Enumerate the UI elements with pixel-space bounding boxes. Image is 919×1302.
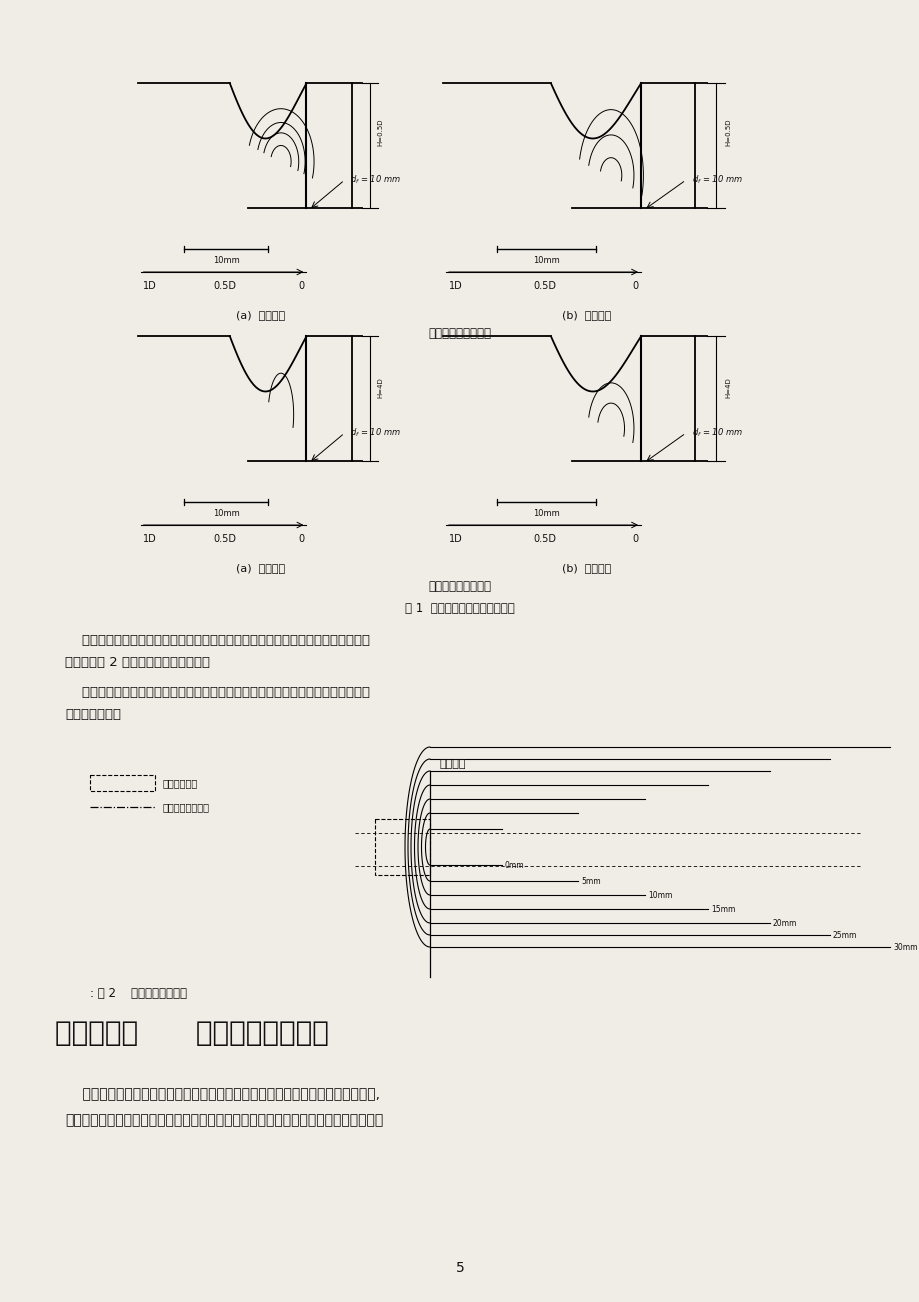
Text: 1D: 1D	[143, 281, 157, 292]
Text: 施工要点二      稳定掌子面的方法: 施工要点二 稳定掌子面的方法	[55, 1019, 328, 1047]
Text: $d_f$ = 10 mm: $d_f$ = 10 mm	[349, 173, 401, 186]
Text: 0: 0	[298, 281, 304, 292]
Text: 0mm: 0mm	[505, 861, 524, 870]
Text: 20mm: 20mm	[772, 918, 797, 927]
Text: 0.5D: 0.5D	[213, 534, 236, 544]
Text: (b)  下半底削: (b) 下半底削	[562, 562, 611, 573]
Text: 1D: 1D	[448, 281, 462, 292]
Text: 10mm: 10mm	[212, 256, 239, 264]
Text: H=4D: H=4D	[724, 378, 731, 398]
Text: 10mm: 10mm	[532, 509, 560, 518]
Text: : 图 2    抽表下沉与抽表开: : 图 2 抽表下沉与抽表开	[90, 987, 187, 1000]
Text: 上半切削: 上半切削	[439, 759, 466, 769]
Text: 0: 0	[631, 534, 638, 544]
Text: H=0.5D: H=0.5D	[377, 118, 383, 146]
Text: トンネル位置: トンネル位置	[163, 779, 198, 788]
Text: H=0.5D: H=0.5D	[724, 118, 731, 146]
Text: 15mm: 15mm	[710, 905, 734, 914]
Text: (a)  上半底削: (a) 上半底削	[235, 562, 285, 573]
Text: $d_f$ = 10 mm: $d_f$ = 10 mm	[691, 427, 743, 439]
Text: 土戻りの小さい場合: 土戻りの小さい場合	[428, 327, 491, 340]
Text: 1D: 1D	[143, 534, 157, 544]
Text: 1D: 1D	[448, 534, 462, 544]
Text: 图 1  埋深与隧道纵断面内的下沉: 图 1 埋深与隧道纵断面内的下沉	[404, 602, 515, 615]
Text: 0.5D: 0.5D	[213, 281, 236, 292]
Text: 5mm: 5mm	[581, 876, 600, 885]
Text: 10mm: 10mm	[532, 256, 560, 264]
Bar	[375, 819, 429, 875]
Bar	[90, 775, 154, 792]
Text: 地表面のクラック: 地表面のクラック	[163, 802, 210, 812]
Text: 此下沉槽的坡度是与围岩中发生的剪应变相对应的。超过此限界后，如图所示就会: 此下沉槽的坡度是与围岩中发生的剪应变相对应的。超过此限界后，如图所示就会	[65, 686, 369, 699]
Text: 5: 5	[455, 1262, 464, 1275]
Text: $d_f$ = 10 mm: $d_f$ = 10 mm	[691, 173, 743, 186]
Text: 0.5D: 0.5D	[533, 281, 556, 292]
Text: 25mm: 25mm	[832, 931, 857, 940]
Text: 在软弱围岩中，就只有采用增强围岩自身支护能力的方法。目前的许多辅助工法就是为: 在软弱围岩中，就只有采用增强围岩自身支护能力的方法。目前的许多辅助工法就是为	[65, 1113, 383, 1128]
Text: 土抜りの大きい場合: 土抜りの大きい場合	[428, 579, 491, 592]
Text: $d_f$ = 10 mm: $d_f$ = 10 mm	[349, 427, 401, 439]
Text: 根据实测结果的分析，首先是接近掌子面前方的围岩急剧下沉，并向后方扩展，结: 根据实测结果的分析，首先是接近掌子面前方的围岩急剧下沉，并向后方扩展，结	[65, 634, 369, 647]
Text: 0: 0	[631, 281, 638, 292]
Text: 在一开始我们就提出保护围岩是隧道施工的一个最重要的原则。但如何保护围岩,: 在一开始我们就提出保护围岩是隧道施工的一个最重要的原则。但如何保护围岩,	[65, 1087, 380, 1101]
Text: H=4D: H=4D	[377, 378, 383, 398]
Text: 30mm: 30mm	[892, 943, 916, 952]
Text: (a)  上半底削: (a) 上半底削	[235, 310, 285, 320]
Text: 发生地表开裂。: 发生地表开裂。	[65, 708, 121, 721]
Text: (b)  下半底削: (b) 下半底削	[562, 310, 611, 320]
Text: 0.5D: 0.5D	[533, 534, 556, 544]
Text: 10mm: 10mm	[212, 509, 239, 518]
Text: 果形成了图 2 所示的盆状的地表下沉。: 果形成了图 2 所示的盆状的地表下沉。	[65, 656, 210, 669]
Text: 0: 0	[298, 534, 304, 544]
Text: 10mm: 10mm	[647, 891, 672, 900]
